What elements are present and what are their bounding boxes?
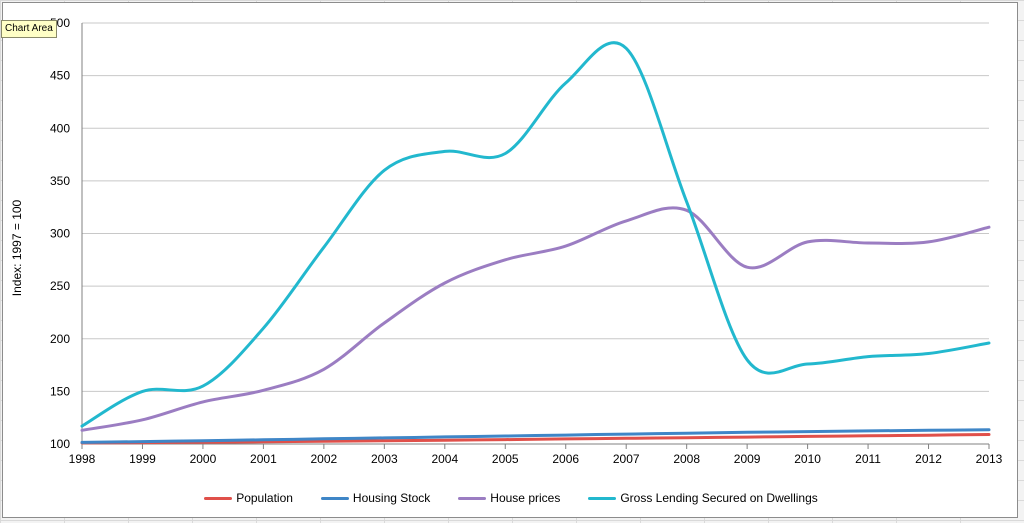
x-tick-label: 2004 [431, 452, 458, 466]
y-tick-label: 450 [50, 69, 70, 83]
legend-label: Population [236, 491, 293, 505]
chart-area[interactable]: 100 150 200 250 300 350 400 450 500 1998 1999 2000 2… [2, 2, 1018, 518]
series-line-housing-stock[interactable] [80, 428, 991, 444]
series-line-gross-lending-secured-on-dwellings[interactable] [80, 41, 991, 428]
x-tick-label: 2000 [190, 452, 217, 466]
legend-item-population[interactable]: Population [204, 491, 293, 505]
x-tick-label: 2006 [552, 452, 579, 466]
legend-item-housing-stock[interactable]: Housing Stock [320, 491, 431, 505]
y-tick-label: 150 [50, 384, 70, 398]
y-axis-label: Index: 1997 = 100 [10, 199, 24, 296]
x-tick-label: 2005 [492, 452, 519, 466]
legend-swatch [458, 496, 487, 500]
y-tick-label: 300 [50, 227, 70, 241]
legend-label: Gross Lending Secured on Dwellings [620, 491, 818, 505]
gridlines [82, 22, 989, 445]
x-tick-label: 2003 [371, 452, 398, 466]
x-tick-label: 2009 [734, 452, 761, 466]
x-tick-label: 1998 [69, 452, 96, 466]
x-tick-label: 2010 [794, 452, 821, 466]
x-tick-label: 2007 [613, 452, 640, 466]
x-tick-label: 2012 [915, 452, 942, 466]
x-tick-label: 1999 [129, 452, 156, 466]
legend-item-gross-lending-secured-on-dwellings[interactable]: Gross Lending Secured on Dwellings [588, 491, 818, 505]
legend-label: House prices [490, 491, 561, 505]
x-tick-label: 2011 [855, 452, 881, 466]
y-tick-label: 400 [50, 121, 70, 135]
x-tick-label: 2002 [311, 452, 338, 466]
x-tick-label: 2001 [250, 452, 277, 466]
legend-label: Housing Stock [352, 491, 431, 505]
y-tick-label: 100 [50, 437, 70, 451]
x-tick-label: 2013 [976, 452, 1003, 466]
series-line-population[interactable] [80, 433, 991, 445]
legend-swatch [204, 496, 233, 500]
legend-swatch [588, 496, 617, 500]
legend-item-house-prices[interactable]: House prices [458, 491, 560, 505]
y-tick-label: 350 [50, 174, 70, 188]
y-tick-label: 200 [50, 332, 70, 346]
legend-swatch [320, 496, 349, 500]
y-tick-label: 250 [50, 279, 70, 293]
series-lines [80, 41, 991, 445]
chart-area-tooltip: Chart Area [1, 20, 57, 38]
x-tick-label: 2008 [673, 452, 700, 466]
series-line-house-prices[interactable] [80, 206, 991, 432]
legend[interactable]: Population Housing Stock House prices Gross… [3, 489, 1019, 507]
